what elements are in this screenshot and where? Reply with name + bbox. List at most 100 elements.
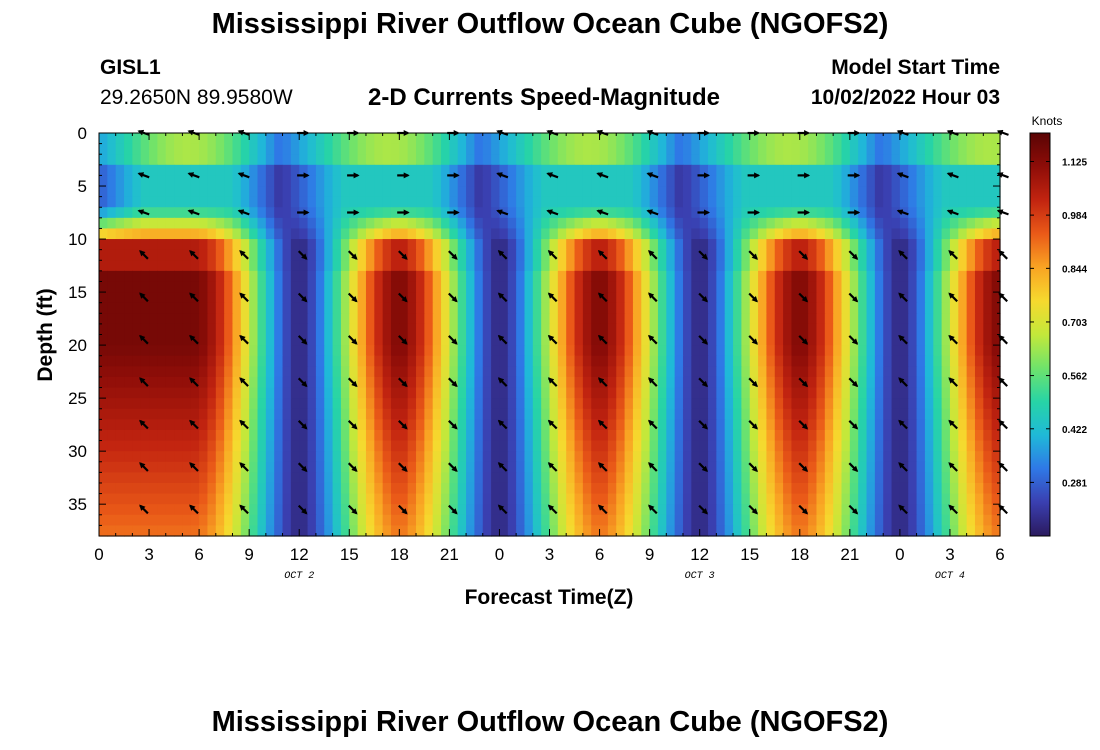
heat-cell	[933, 143, 943, 155]
heat-cell	[774, 143, 784, 155]
heat-cell	[107, 217, 117, 230]
heat-cell	[791, 398, 801, 410]
heat-cell	[357, 175, 367, 187]
heat-cell	[808, 429, 818, 442]
y-tick-label: 25	[68, 389, 87, 408]
heat-cell	[716, 217, 726, 230]
heat-cell	[516, 334, 526, 346]
heat-cell	[899, 345, 909, 357]
heat-cell	[290, 133, 300, 145]
date-label: OCT 2	[284, 571, 314, 582]
heat-cell	[174, 398, 184, 410]
heat-cell	[566, 143, 576, 155]
heat-cell	[107, 154, 117, 166]
heat-cell	[215, 482, 225, 495]
heat-cell	[682, 398, 692, 410]
heat-cell	[124, 133, 133, 145]
heat-cell	[474, 387, 484, 399]
heat-cell	[874, 398, 884, 410]
heat-cell	[666, 270, 676, 283]
heat-cell	[516, 270, 526, 283]
heat-cell	[616, 493, 626, 505]
heat-cell	[541, 228, 551, 240]
heat-cell	[599, 164, 609, 177]
heat-cell	[657, 387, 667, 399]
heat-cell	[774, 154, 784, 166]
heat-cell	[140, 429, 150, 442]
heat-cell	[616, 429, 626, 442]
heat-cell	[649, 143, 659, 155]
heat-cell	[165, 175, 175, 187]
heat-cell	[441, 228, 450, 240]
heat-cell	[115, 260, 125, 272]
heat-cell	[541, 196, 551, 208]
heat-cell	[582, 398, 592, 410]
heat-cell	[315, 239, 325, 251]
heat-cell	[157, 175, 167, 187]
heat-cell	[607, 472, 617, 484]
heat-cell	[299, 493, 309, 505]
heat-cell	[916, 387, 926, 399]
heat-cell	[165, 398, 175, 410]
heat-cell	[858, 281, 868, 293]
heat-cell	[424, 323, 434, 336]
heat-cell	[416, 482, 425, 495]
heat-cell	[674, 440, 684, 452]
heat-cell	[324, 323, 334, 336]
heat-cell	[416, 472, 425, 484]
heat-cell	[541, 292, 551, 304]
heat-cell	[566, 493, 576, 505]
heat-cell	[891, 482, 901, 495]
heat-cell	[682, 154, 692, 166]
heat-cell	[174, 270, 184, 283]
heat-cell	[474, 429, 484, 442]
heat-cell	[641, 345, 651, 357]
heat-cell	[674, 525, 684, 537]
heat-cell	[974, 440, 984, 452]
heat-cell	[891, 260, 901, 272]
heat-cell	[307, 461, 317, 473]
heat-cell	[466, 355, 476, 367]
heat-cell	[858, 270, 868, 283]
current-vector-arrow	[239, 334, 249, 345]
heat-cell	[240, 196, 250, 208]
heat-cell	[190, 143, 200, 155]
heat-cell	[324, 461, 334, 473]
heat-cell	[974, 408, 984, 420]
heat-cell	[991, 355, 1001, 367]
heat-cell	[624, 461, 634, 473]
heat-cell	[107, 525, 117, 537]
heat-cell	[632, 154, 642, 166]
heat-cell	[332, 514, 342, 526]
heat-cell	[507, 472, 517, 484]
heat-cell	[532, 313, 542, 325]
heat-cell	[466, 376, 476, 389]
heat-cell	[524, 323, 534, 336]
heat-cell	[816, 217, 826, 230]
x-tick-label: 0	[495, 545, 504, 564]
heat-cell	[691, 504, 701, 516]
heat-cell	[332, 504, 342, 516]
heat-cell	[190, 387, 200, 399]
heat-cell	[899, 440, 909, 452]
heat-cell	[958, 451, 968, 463]
heat-cell	[691, 217, 701, 230]
heat-cell	[516, 239, 526, 251]
heat-cell	[824, 143, 834, 155]
heat-cell	[557, 334, 567, 346]
heat-cell	[924, 493, 934, 505]
heat-cell	[924, 376, 934, 389]
heat-cell	[107, 133, 117, 145]
heat-cell	[132, 366, 142, 378]
x-tick-label: 3	[144, 545, 153, 564]
heat-cell	[224, 482, 234, 495]
heat-cell	[632, 408, 642, 420]
heat-cell	[557, 408, 567, 420]
heat-cell	[207, 323, 217, 336]
heat-cell	[691, 207, 701, 219]
heat-cell	[783, 451, 793, 463]
heat-cell	[699, 440, 709, 452]
heat-cell	[457, 387, 467, 399]
current-vector-arrow	[698, 420, 708, 430]
current-vector-arrow	[748, 335, 758, 345]
